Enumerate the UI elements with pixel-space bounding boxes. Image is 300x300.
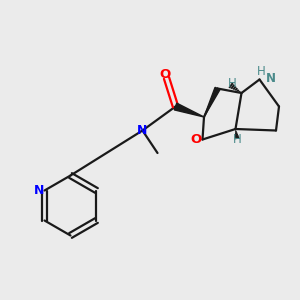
Text: N: N (266, 71, 276, 85)
Text: H: H (228, 77, 237, 90)
Text: N: N (137, 124, 148, 137)
Polygon shape (204, 87, 220, 117)
Text: O: O (190, 133, 202, 146)
Text: N: N (34, 184, 44, 197)
Polygon shape (174, 103, 204, 117)
Text: H: H (232, 133, 242, 146)
Text: O: O (159, 68, 171, 82)
Text: H: H (256, 64, 266, 78)
